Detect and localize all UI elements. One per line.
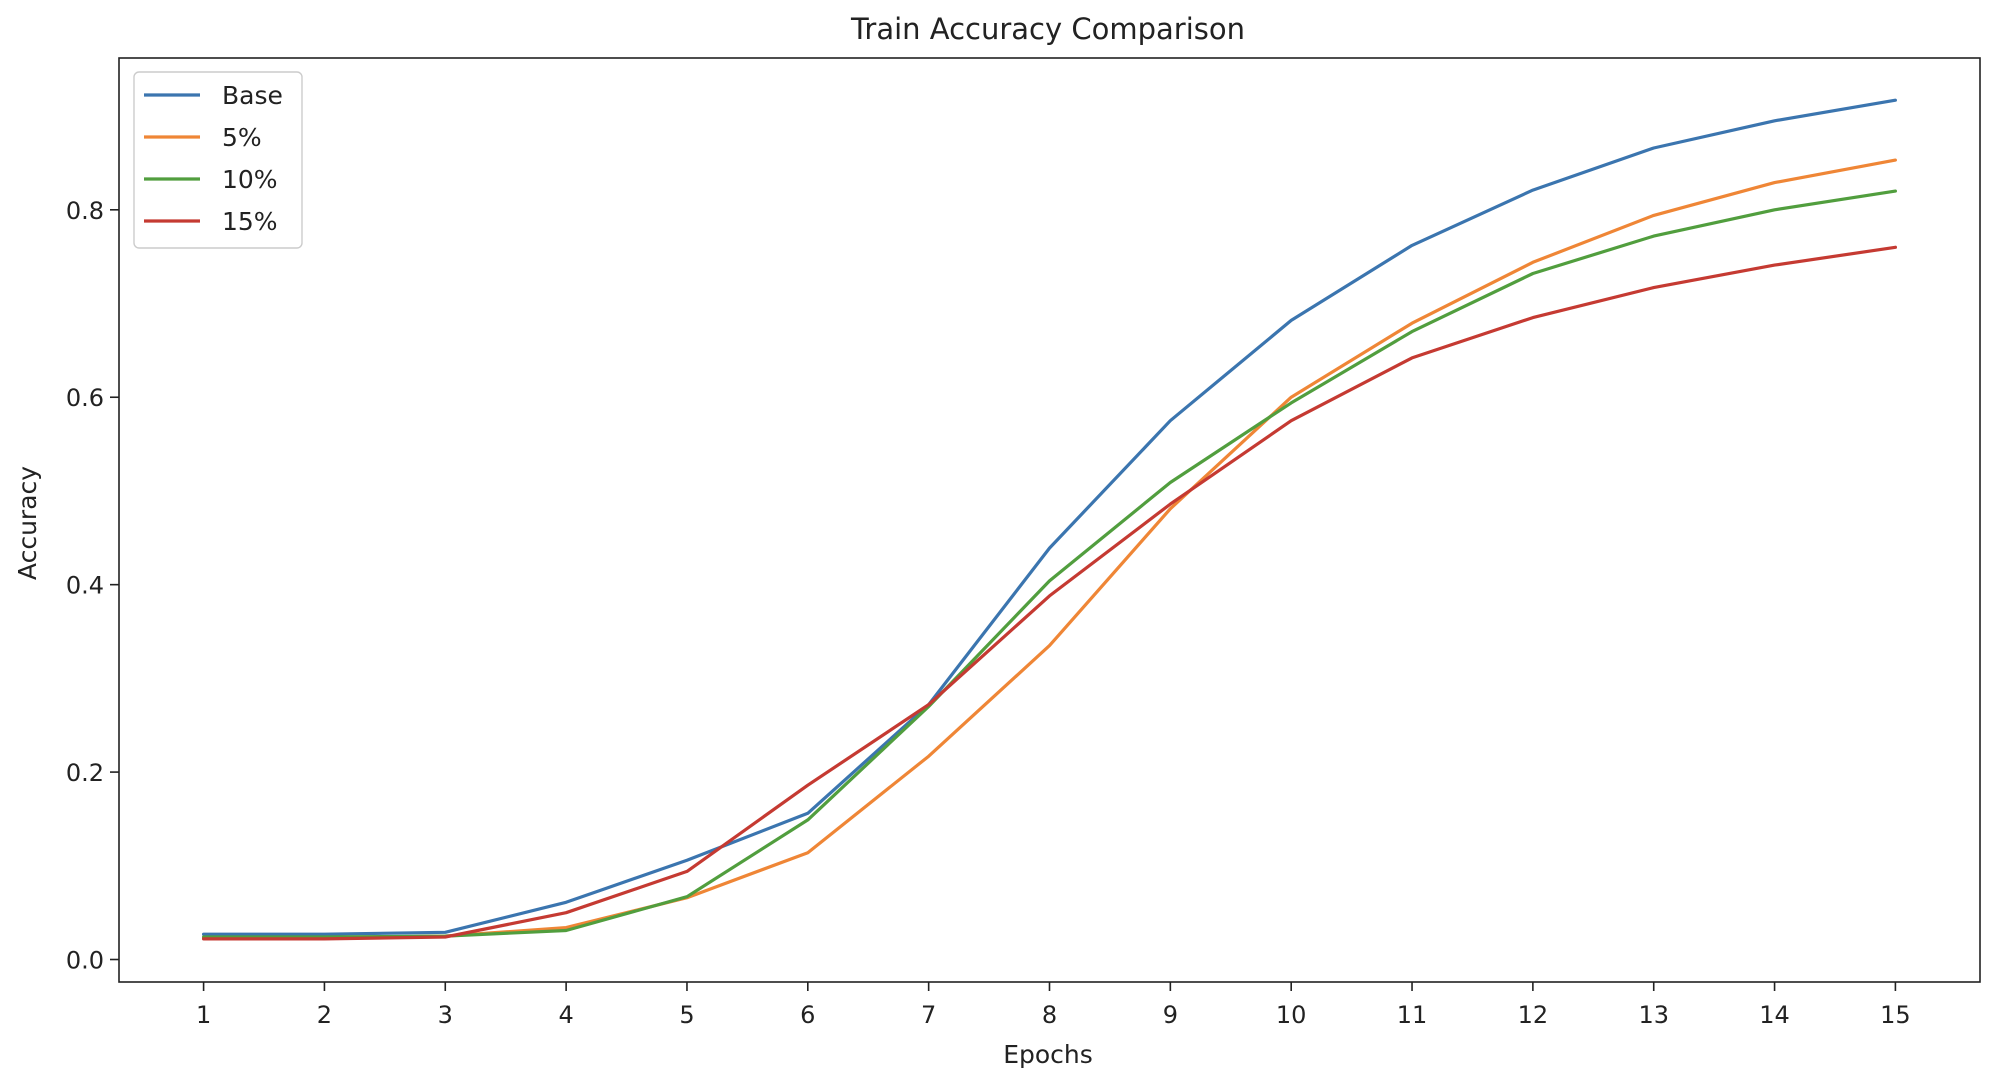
plot-area: 1 2 3 4 5 6 7 8 9 10 11 12 13 14 150.00.20.40.60.8Base… [66,57,1981,1029]
x-tick-label: 9 [1163,1001,1178,1029]
series-line-15pct [202,245,1898,941]
legend-label: 10% [222,165,278,194]
x-tick-label: 14 [1759,1001,1790,1029]
x-tick-label: 10 [1276,1001,1307,1029]
x-tick-label: 15 [1880,1001,1911,1029]
y-tick-label: 0.8 [66,197,104,225]
legend-box [133,71,303,249]
x-tick-label: 4 [558,1001,573,1029]
y-tick-label: 0.2 [66,759,104,787]
legend-label: 15% [222,207,278,236]
plot-frame [118,57,1981,983]
x-tick-label: 1 [196,1001,211,1029]
x-tick-label: 3 [438,1001,453,1029]
x-tick-label: 12 [1518,1001,1549,1029]
legend-label: Base [222,81,283,110]
y-tick-label: 0.4 [66,572,104,600]
x-tick-label: 2 [317,1001,332,1029]
legend-label: 5% [222,123,262,152]
y-tick-label: 0.0 [66,947,104,975]
y-axis-label: Accuracy [13,466,42,580]
x-axis-label: Epochs [1003,1040,1093,1069]
x-tick-label: 11 [1397,1001,1428,1029]
x-tick-label: 8 [1042,1001,1057,1029]
series-line-10pct [202,189,1898,939]
chart-title: Train Accuracy Comparison [850,12,1245,46]
y-tick-label: 0.6 [66,384,104,412]
series-line-base [202,98,1898,936]
x-tick-label: 7 [921,1001,936,1029]
x-tick-label: 6 [800,1001,815,1029]
x-tick-label: 5 [679,1001,694,1029]
x-tick-label: 13 [1638,1001,1669,1029]
